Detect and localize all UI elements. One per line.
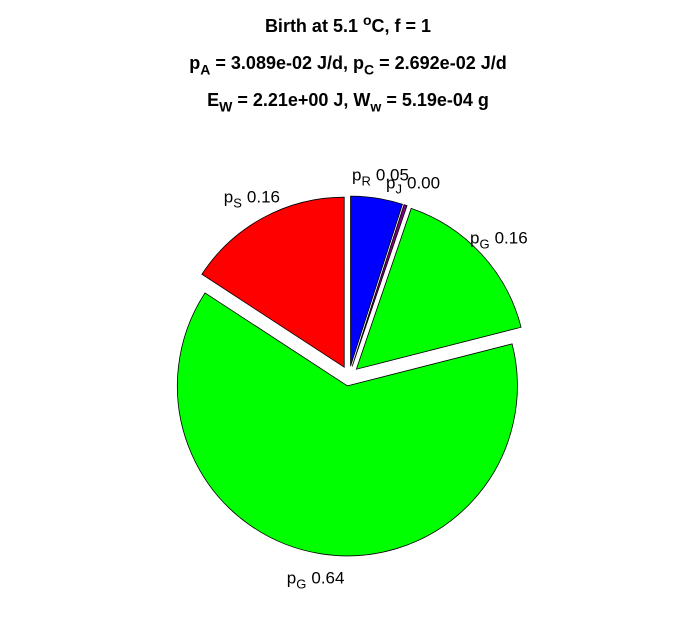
script-text: S (233, 196, 242, 211)
text-run: p (287, 568, 296, 587)
chart-title: EW = 2.21e+00 J, Ww = 5.19e-04 g (207, 90, 489, 114)
value-label: 0.05 (376, 165, 409, 184)
slice-label: pJ 0.00 (386, 173, 440, 196)
value-label: 0.16 (247, 188, 280, 207)
pie-slice (201, 196, 345, 368)
script-text: A (200, 61, 210, 77)
text-run: = 5.19e-04 g (381, 90, 489, 110)
slice-label: pG 0.16 (470, 229, 528, 252)
slice-label: pS 0.16 (224, 188, 280, 211)
value-label: 0.16 (495, 229, 528, 248)
chart-title: Birth at 5.1 oC, f = 1 (265, 12, 431, 36)
text-run: p (189, 53, 200, 73)
script-text: W (219, 98, 233, 114)
pie-slice (176, 292, 518, 557)
slice-label: pR 0.05 (352, 165, 409, 188)
script-text: C (364, 61, 374, 77)
pie-slice (355, 207, 522, 370)
pie-slice (351, 204, 408, 367)
text-run: p (352, 165, 361, 184)
text-run: p (224, 188, 233, 207)
pie-slice (350, 195, 403, 367)
script-text: w (369, 98, 381, 114)
slice-label: pG 0.64 (287, 568, 345, 591)
text-run: E (207, 90, 219, 110)
text-run: C, f = 1 (372, 16, 432, 36)
script-text: R (361, 174, 370, 189)
text-run: = 2.692e-02 J/d (374, 53, 507, 73)
value-label: 0.64 (311, 568, 344, 587)
text-run: Birth at 5.1 (265, 16, 363, 36)
script-text: J (395, 181, 402, 196)
text-run: = 3.089e-02 J/d, p (210, 53, 364, 73)
script-text: G (479, 237, 489, 252)
text-run: p (386, 173, 395, 192)
chart-title: pA = 3.089e-02 J/d, pC = 2.692e-02 J/d (189, 53, 506, 77)
text-run: = 2.21e+00 J, W (232, 90, 370, 110)
script-text: o (363, 12, 372, 28)
text-run: p (470, 229, 479, 248)
script-text: G (296, 576, 306, 591)
value-label: 0.00 (407, 173, 440, 192)
